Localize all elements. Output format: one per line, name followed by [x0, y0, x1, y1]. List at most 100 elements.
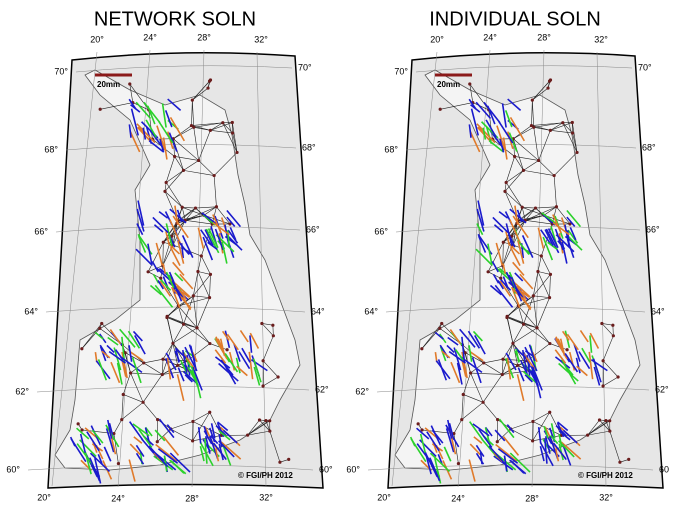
- network-edge: [191, 100, 193, 126]
- velocity-vector: [103, 446, 112, 462]
- gps-site: [499, 276, 503, 280]
- velocity-vector: [212, 214, 222, 234]
- velocity-vector: [461, 336, 466, 363]
- velocity-vector: [143, 101, 161, 124]
- network-edge: [122, 372, 131, 395]
- gps-site: [552, 173, 556, 178]
- network-edge: [512, 343, 518, 366]
- gps-site: [230, 131, 235, 135]
- network-edge: [550, 122, 563, 131]
- network-edge: [514, 156, 539, 161]
- network-edge: [196, 297, 210, 328]
- gps-site: [616, 375, 620, 379]
- velocity-vector: [221, 241, 228, 264]
- network-edge: [209, 274, 211, 298]
- velocity-vector: [152, 216, 169, 234]
- velocity-vector: [148, 140, 164, 153]
- velocity-vector: [560, 441, 582, 460]
- gps-site: [261, 384, 265, 388]
- network-edge: [232, 122, 238, 153]
- network-edge: [197, 271, 210, 298]
- network-edge: [162, 242, 164, 266]
- network-edge: [172, 327, 198, 344]
- velocity-vector: [454, 349, 464, 361]
- network-edge: [518, 297, 550, 307]
- gps-site: [416, 422, 420, 426]
- gps-site: [597, 418, 602, 422]
- network-edge: [513, 127, 534, 140]
- velocity-vector: [512, 215, 529, 239]
- gps-site: [287, 457, 291, 462]
- velocity-vector: [491, 261, 499, 273]
- gps-site: [155, 440, 159, 444]
- gps-site: [142, 361, 146, 365]
- velocity-vector: [431, 429, 444, 444]
- gps-site: [548, 272, 553, 277]
- gps-site: [260, 321, 264, 326]
- velocity-vector: [166, 424, 175, 434]
- velocity-vector: [477, 200, 485, 226]
- velocity-vector: [176, 285, 187, 300]
- gps-site: [510, 234, 514, 238]
- gps-site: [539, 254, 543, 258]
- gps-site: [161, 240, 165, 244]
- velocity-vector: [566, 209, 582, 228]
- velocity-vector: [172, 215, 189, 239]
- network-edge: [174, 156, 184, 171]
- gps-site: [141, 400, 145, 404]
- gps-site: [230, 120, 234, 125]
- velocity-vector: [495, 242, 504, 266]
- velocity-vector: [184, 346, 198, 372]
- velocity-vector: [169, 452, 191, 473]
- velocity-vector: [226, 333, 239, 351]
- network-edge: [550, 122, 573, 131]
- gps-site: [548, 128, 552, 132]
- gps-site: [80, 428, 84, 432]
- lon-label-top: 20°: [430, 34, 444, 44]
- lat-label-right: 60: [659, 464, 669, 474]
- velocity-vector: [489, 284, 502, 296]
- network-edge: [523, 323, 551, 344]
- velocity-vector: [501, 103, 507, 128]
- velocity-vector: [101, 350, 111, 359]
- network-edge: [506, 317, 514, 344]
- network-edge: [602, 376, 619, 387]
- velocity-vector: [169, 246, 181, 266]
- network-edge: [222, 122, 238, 153]
- velocity-vector: [135, 452, 145, 465]
- gps-site: [468, 82, 472, 86]
- gps-site: [276, 375, 280, 379]
- credit: © FGI/PH 2012: [238, 471, 293, 480]
- velocity-vector: [589, 332, 600, 349]
- velocity-vector: [128, 98, 137, 110]
- velocity-vector: [162, 436, 180, 456]
- gps-site: [516, 363, 520, 367]
- map-panel: NETWORK SOLN 20° 24° 28° 32° 20° 24° 28° 32° 70° 6…: [6, 8, 333, 503]
- velocity-vector: [153, 224, 164, 233]
- velocity-vector: [214, 448, 220, 462]
- velocity-vector: [147, 243, 153, 266]
- network-edge: [130, 372, 144, 403]
- velocity-vector: [532, 366, 543, 391]
- velocity-vector: [539, 445, 545, 462]
- velocity-vector: [188, 344, 196, 362]
- gps-site: [547, 79, 552, 83]
- velocity-vector: [552, 442, 567, 461]
- velocity-vector: [429, 457, 441, 482]
- velocity-vector: [516, 239, 530, 256]
- velocity-vector: [579, 330, 589, 343]
- velocity-vector: [110, 361, 121, 384]
- network-edge: [514, 156, 524, 171]
- network-edge: [512, 343, 530, 371]
- gps-site: [195, 326, 199, 330]
- velocity-vector: [544, 229, 554, 246]
- velocity-vector: [517, 367, 525, 382]
- velocity-vector: [552, 221, 570, 236]
- network-edge: [216, 206, 231, 225]
- lat-label-left: 66°: [34, 226, 48, 236]
- parallel: [367, 464, 654, 471]
- network-edge: [532, 411, 550, 422]
- velocity-vector: [249, 332, 260, 349]
- network-edge: [518, 305, 538, 329]
